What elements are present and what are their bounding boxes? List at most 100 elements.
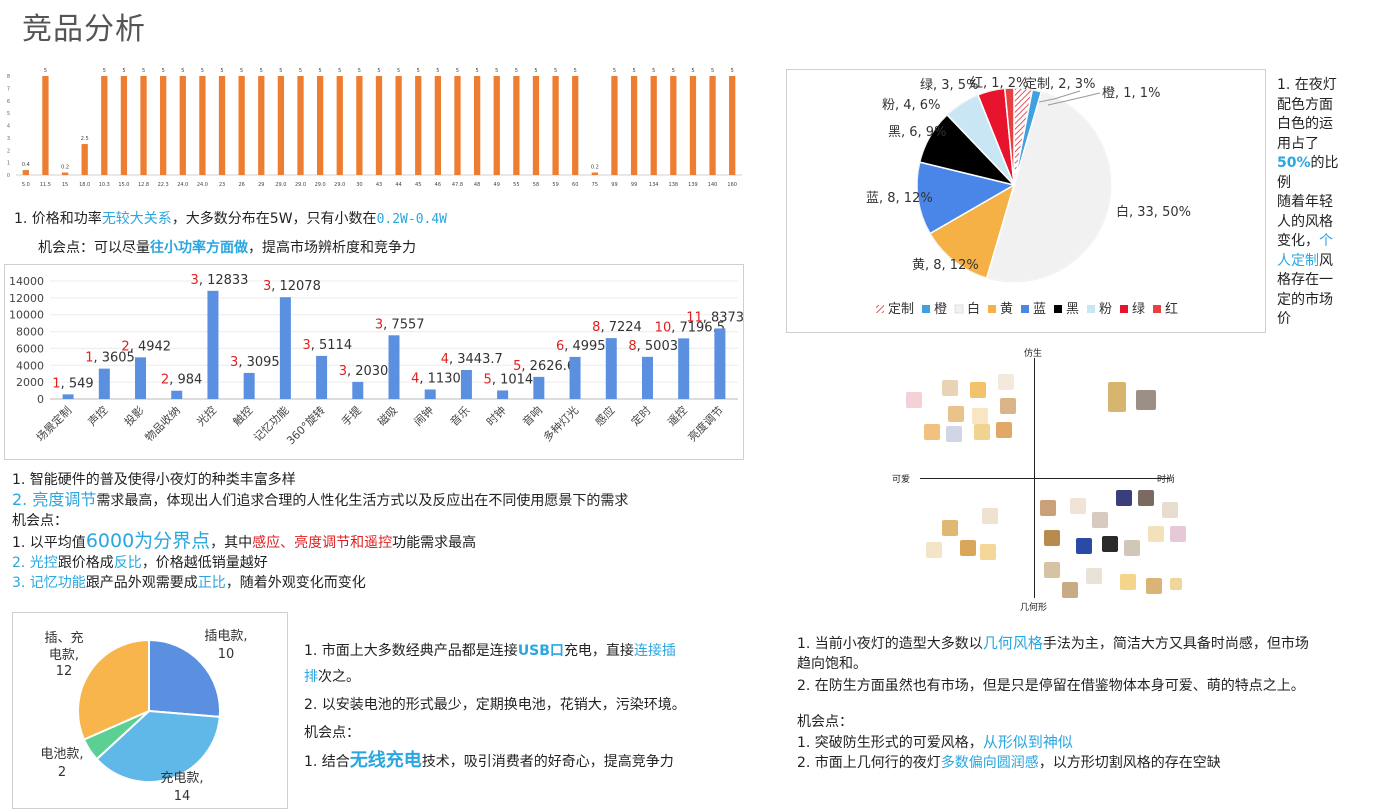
style-quadrant-map: 仿生 几何形 可爱 时尚 — [880, 340, 1200, 615]
product-thumbnail — [946, 426, 962, 442]
quadrant-label-top: 仿生 — [1024, 349, 1043, 359]
price-x-tick-label: 58 — [533, 182, 539, 188]
price-bar — [42, 76, 49, 175]
func-note-1: 1. 智能硬件的普及使得小夜灯的种类丰富多样 — [12, 472, 296, 488]
power-pie-slice — [77, 638, 150, 741]
func-note-5-mid: 跟价格成 — [57, 555, 114, 571]
price-x-tick-label: 29.0 — [275, 182, 286, 188]
product-thumbnail — [1162, 502, 1178, 518]
price-opp-post: ，提高市场辨析度和竞争力 — [248, 240, 416, 256]
price-bar-value-label: 5 — [240, 68, 243, 74]
function-bar — [207, 290, 219, 399]
price-x-tick-label: 134 — [649, 182, 659, 188]
price-bar — [473, 76, 481, 175]
function-y-tick-label: 10000 — [9, 309, 44, 322]
price-x-tick-label: 10.3 — [99, 182, 110, 188]
product-thumbnail — [970, 382, 986, 398]
function-bar-rank: 3 — [230, 355, 238, 370]
function-bar-rank: 3 — [263, 279, 271, 294]
color-note-12: 定的市场 — [1277, 291, 1333, 308]
price-bar — [532, 76, 540, 175]
price-power-chart: 0123456780.45.0511.50.2152.518.0510.3515… — [7, 68, 742, 188]
function-bar — [388, 335, 400, 399]
function-bar-rank: 2 — [121, 339, 129, 354]
product-thumbnail — [982, 508, 998, 524]
product-thumbnail — [1076, 538, 1092, 554]
price-bar — [258, 76, 265, 175]
function-notes: 1. 智能硬件的普及使得小夜灯的种类丰富多样 2. 亮度调节需求最高，体现出人们… — [12, 470, 628, 593]
func-note-4-mid: ，其中 — [210, 535, 253, 551]
function-bar-rank: 3 — [375, 317, 383, 332]
power-pie-label: 2 — [58, 765, 66, 780]
color-note-5: 的比 — [1310, 155, 1339, 171]
function-bar-label: 2, 984 — [161, 373, 202, 388]
price-bar-value-label: 5 — [44, 68, 47, 74]
price-bar-value-label: 5 — [476, 68, 479, 74]
product-thumbnail — [1092, 512, 1108, 528]
price-x-tick-label: 26 — [238, 182, 244, 188]
color-note-9: 变化， — [1277, 233, 1319, 249]
product-thumbnail — [1000, 398, 1016, 414]
function-bar-label: 6, 4995 — [556, 339, 606, 354]
product-thumbnail — [942, 520, 958, 536]
price-bar — [454, 76, 461, 175]
price-y-tick-label: 7 — [7, 86, 10, 92]
price-bar — [729, 76, 736, 175]
price-x-tick-label: 22.3 — [158, 182, 169, 188]
price-y-tick-label: 5 — [7, 111, 10, 117]
price-bar — [81, 144, 88, 175]
power-pie-label: 电池款, — [40, 747, 83, 762]
price-x-tick-label: 49 — [494, 182, 500, 188]
price-bar — [238, 76, 245, 175]
product-thumbnail — [998, 374, 1014, 390]
function-bar-rank: 4 — [441, 352, 449, 367]
color-pie-label: 定制, 2, 3% — [1024, 77, 1095, 92]
price-x-tick-label: 5.0 — [22, 182, 30, 188]
function-x-tick-label: 时钟 — [483, 403, 508, 428]
price-bar-value-label: 5 — [358, 68, 361, 74]
func-note-2-highlight: 2. 亮度调节 — [12, 490, 97, 509]
function-bar-rank: 3 — [302, 338, 310, 353]
function-x-tick-label: 物品收纳 — [142, 403, 183, 444]
product-thumbnail — [1062, 582, 1078, 598]
price-bar — [689, 76, 697, 175]
price-bar-value-label: 5 — [691, 68, 694, 74]
color-legend-label: 粉 — [1099, 302, 1112, 317]
product-thumbnail — [1170, 526, 1186, 542]
page-title: 竞品分析 — [22, 12, 146, 47]
price-bar — [160, 76, 167, 175]
func-note-5-highlight-2: 反比 — [113, 555, 142, 571]
price-bar — [297, 76, 304, 175]
power-note-4-post: 技术，吸引消费者的好奇心，提高竞争力 — [421, 754, 674, 770]
product-thumbnail — [942, 380, 958, 396]
func-note-6-mid: 跟产品外观需要成 — [85, 575, 198, 591]
power-note-4-highlight: 无线充电 — [349, 750, 422, 771]
function-bar-value: , 3605 — [93, 351, 134, 366]
product-thumbnail — [1108, 382, 1126, 412]
func-note-6-post: ，随着外观变化而变化 — [225, 575, 366, 591]
product-thumbnail — [1136, 390, 1156, 410]
shape-note-4-highlight: 从形似到神似 — [982, 733, 1073, 751]
price-x-tick-label: 48 — [474, 182, 480, 188]
color-pie-leader-line — [1038, 90, 1081, 103]
function-bar-value: , 8373 — [703, 310, 744, 325]
price-x-tick-label: 47.8 — [452, 182, 463, 188]
function-bar — [497, 390, 509, 399]
color-note: 1. 在夜灯 配色方面 白色的运 用占了 50%的比 例 随着年轻 人的风格 变… — [1277, 76, 1357, 330]
price-x-tick-label: 99 — [631, 182, 637, 188]
price-bar — [199, 76, 206, 175]
color-legend-label: 绿 — [1132, 302, 1145, 317]
price-bar — [513, 76, 520, 175]
price-x-tick-label: 140 — [708, 182, 718, 188]
color-pie-label: 红, 1, 2% — [970, 75, 1028, 91]
power-pie-chart: 插电款, 10 充电款, 14 电池款, 2 插、充电款,12 — [40, 629, 247, 804]
function-x-tick-label: 亮度调节 — [685, 403, 726, 444]
function-x-tick-label: 多种灯光 — [540, 403, 581, 444]
price-bar — [591, 172, 598, 175]
function-bar — [678, 338, 690, 399]
price-bar — [572, 76, 579, 175]
color-pie-label: 蓝, 8, 12% — [866, 191, 933, 206]
function-y-tick-label: 8000 — [16, 326, 44, 339]
quadrant-axis-horizontal — [920, 478, 1170, 479]
quadrant-label-bottom: 几何形 — [1020, 603, 1048, 613]
